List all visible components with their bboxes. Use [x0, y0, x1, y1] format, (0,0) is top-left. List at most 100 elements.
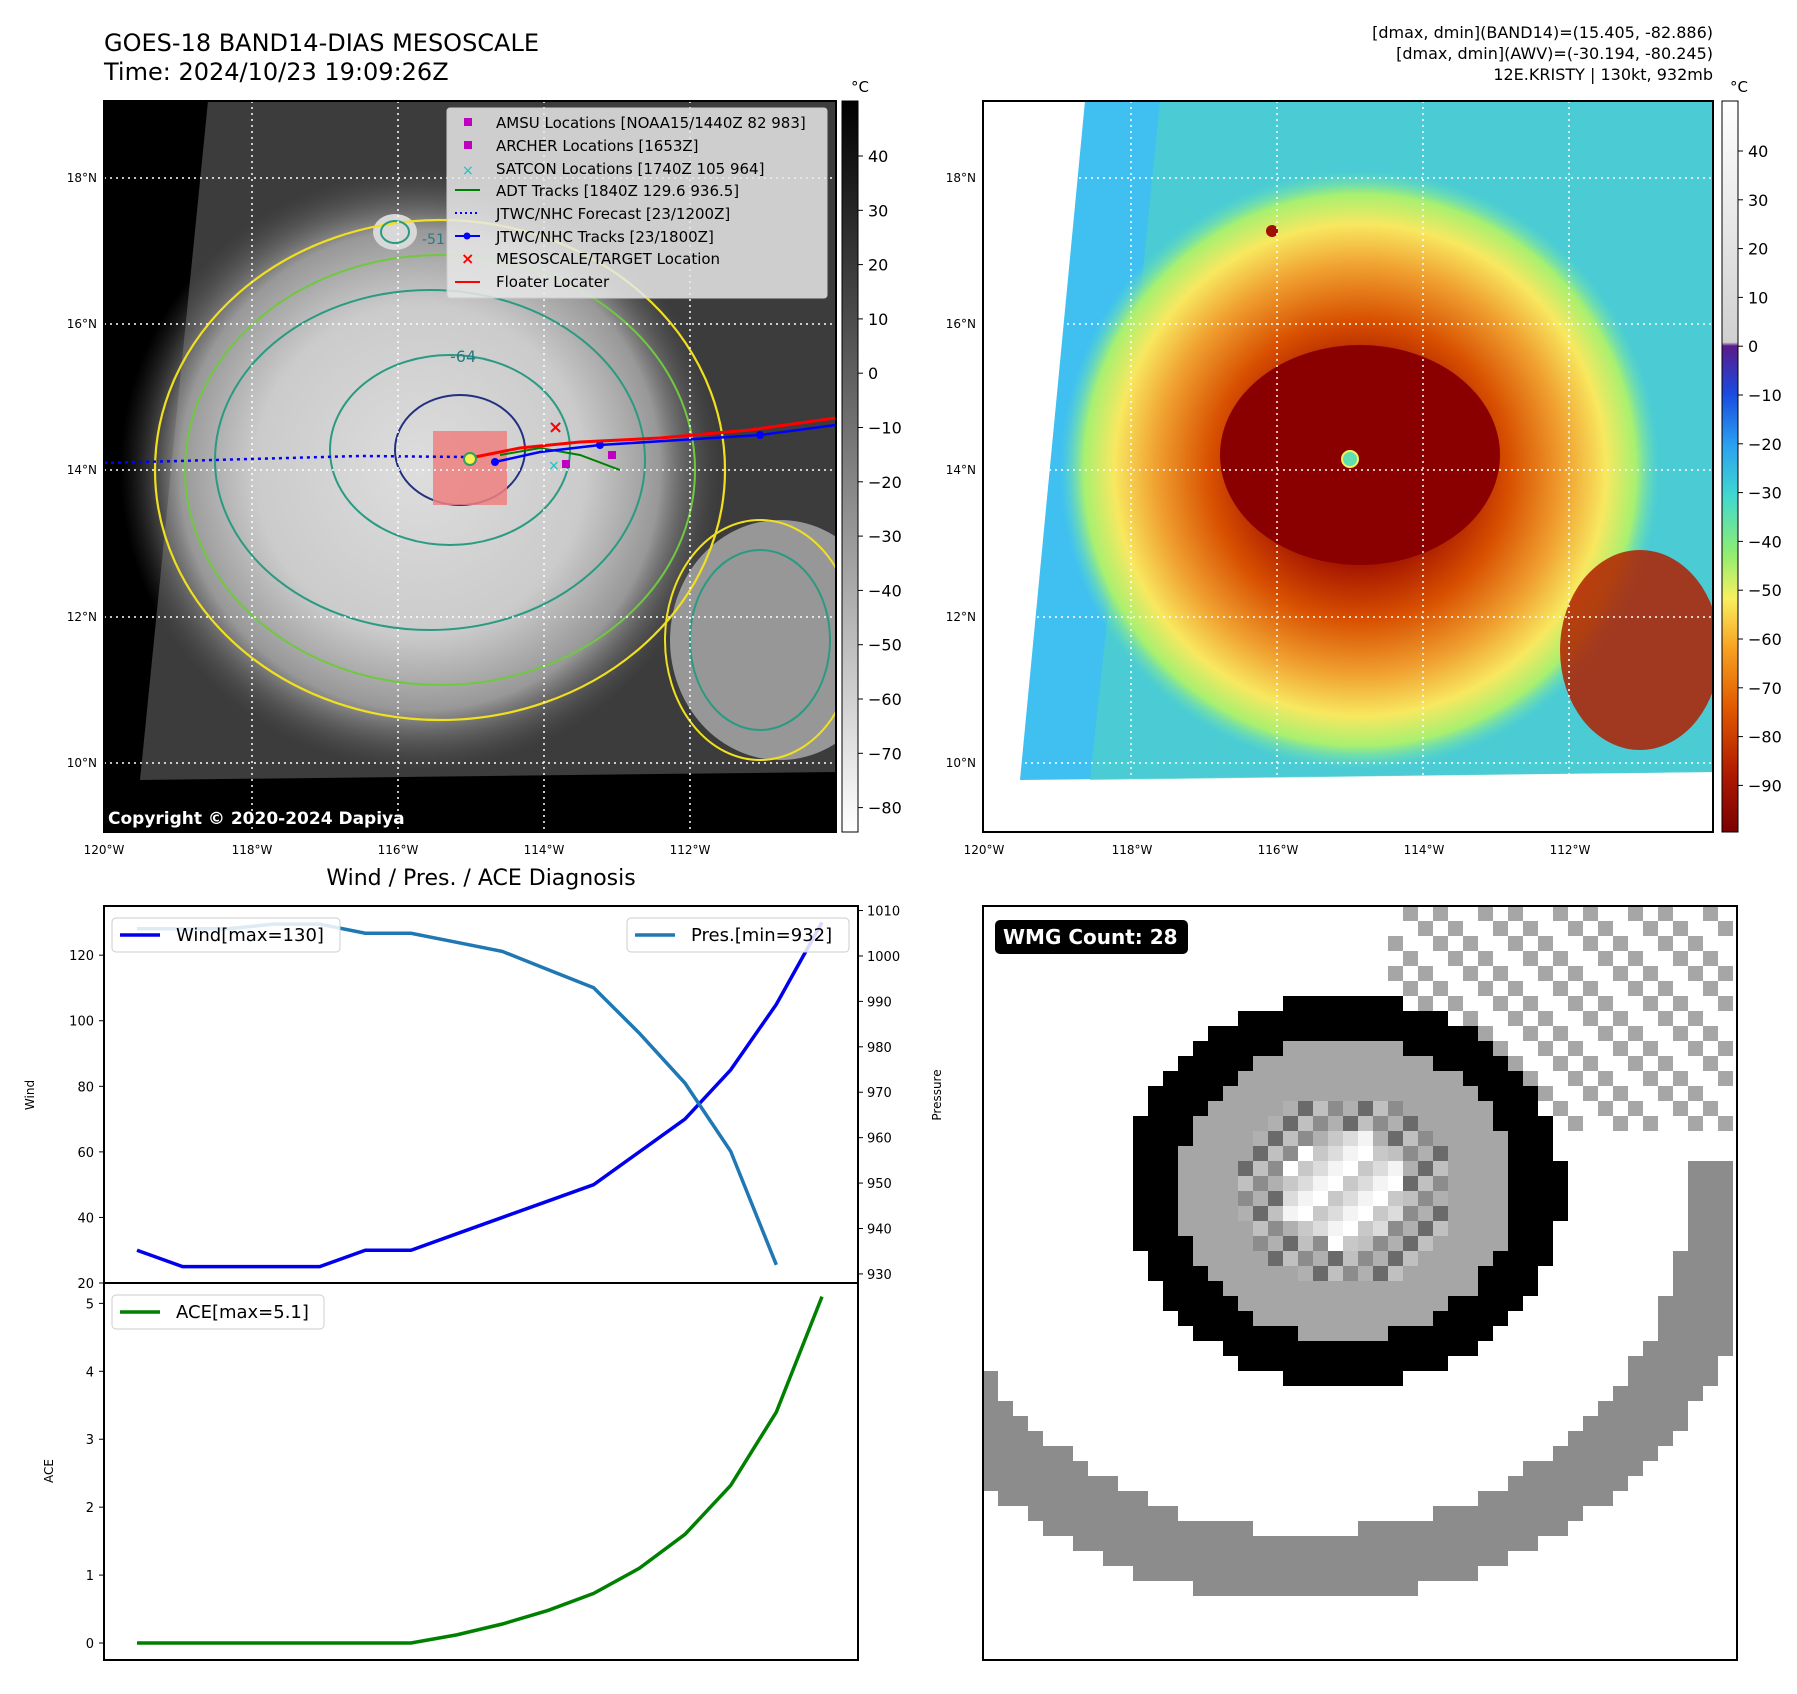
wmg-cell [1178, 1056, 1193, 1071]
awv-lon-label: 120°W [964, 843, 1005, 857]
wmg-cell [1598, 1446, 1613, 1461]
wmg-cell [1223, 1326, 1238, 1341]
wmg-cell [1553, 1206, 1568, 1221]
awv-colorbar-tick-label: −20 [1748, 435, 1782, 454]
wmg-frame [982, 905, 1738, 1661]
wmg-cell [1493, 921, 1508, 936]
wmg-cell [1313, 1131, 1328, 1146]
wmg-cell [1508, 1491, 1523, 1506]
ir-colorbar-tick-label: −30 [868, 527, 902, 546]
wmg-cell [1628, 1056, 1643, 1071]
wmg-cell [1373, 996, 1388, 1011]
wmg-cell [1148, 1251, 1163, 1266]
wmg-cell [1418, 1251, 1433, 1266]
wmg-cell [1193, 1521, 1208, 1536]
wmg-cell [1313, 1551, 1328, 1566]
wmg-cell [1283, 1011, 1298, 1026]
wmg-cell [1283, 1296, 1298, 1311]
wmg-cell [1478, 1296, 1493, 1311]
ir-lon-label: 114°W [524, 843, 565, 857]
wmg-cell [1373, 1566, 1388, 1581]
wmg-cell [1688, 966, 1703, 981]
wmg-cell [1253, 1581, 1268, 1596]
wmg-cell [1388, 1071, 1403, 1086]
wmg-cell [1388, 1146, 1403, 1161]
wmg-cell [1493, 1221, 1508, 1236]
legend-satcon-marker: × [462, 163, 474, 179]
wmg-cell [1478, 1176, 1493, 1191]
wmg-cell [1268, 1086, 1283, 1101]
figure-time: Time: 2024/10/23 19:09:26Z [103, 58, 449, 86]
wmg-cell [1268, 1146, 1283, 1161]
wmg-cell [1313, 1371, 1328, 1386]
wmg-cell [983, 1401, 998, 1416]
wmg-cell [1118, 1536, 1133, 1551]
awv-lat-label: 18°N [946, 171, 976, 185]
wmg-cell [1163, 1206, 1178, 1221]
wmg-cell [1493, 1206, 1508, 1221]
wmg-cell [1268, 1281, 1283, 1296]
wmg-cell [1658, 981, 1673, 996]
ir-lat-label: 14°N [67, 463, 97, 477]
wmg-cell [1628, 1101, 1643, 1116]
wmg-cell [1703, 1326, 1718, 1341]
wmg-cell [1178, 1521, 1193, 1536]
wmg-cell [1343, 1011, 1358, 1026]
wmg-cell [1283, 1566, 1298, 1581]
legend-floater: Floater Locater [496, 273, 610, 291]
wmg-cell [1463, 1566, 1478, 1581]
wmg-cell [1178, 1536, 1193, 1551]
wmg-cell [1358, 1011, 1373, 1026]
wmg-cell [1613, 1401, 1628, 1416]
wind-legend-label: Wind[max=130] [176, 925, 324, 946]
wmg-cell [1718, 1161, 1733, 1176]
wmg-cell [1148, 1146, 1163, 1161]
wmg-cell [1613, 1041, 1628, 1056]
wmg-cell [1283, 1131, 1298, 1146]
wmg-cell [1523, 1221, 1538, 1236]
wmg-cell [1418, 1236, 1433, 1251]
wmg-cell [1448, 1326, 1463, 1341]
wmg-cell [1418, 1011, 1433, 1026]
ir-cloud-mass [120, 170, 720, 770]
wmg-cell [1193, 1566, 1208, 1581]
wmg-cell [1658, 1086, 1673, 1101]
wmg-cell [1148, 1221, 1163, 1236]
ir-lon-label: 118°W [232, 843, 273, 857]
wmg-cell [1373, 1131, 1388, 1146]
wmg-cell [1388, 1251, 1403, 1266]
wmg-cell [1253, 1311, 1268, 1326]
wmg-cell [1403, 1341, 1418, 1356]
wmg-cell [983, 1371, 998, 1386]
awv-colorbar-gradient [1721, 100, 1739, 833]
wmg-cell [1253, 1011, 1268, 1026]
wmg-cell [1163, 1191, 1178, 1206]
wmg-cell [1208, 1131, 1223, 1146]
wmg-cell [1283, 1191, 1298, 1206]
wmg-cell [1433, 1281, 1448, 1296]
band14-range: [dmax, dmin](BAND14)=(15.405, -82.886) [1372, 23, 1713, 42]
wmg-cell [1118, 1506, 1133, 1521]
wmg-cell [1493, 1161, 1508, 1176]
wmg-cell [1253, 1131, 1268, 1146]
wmg-cell [1433, 1116, 1448, 1131]
wmg-cell [1298, 1011, 1313, 1026]
wmg-cell [1463, 1176, 1478, 1191]
wmg-cell [1523, 996, 1538, 1011]
wmg-cell [1148, 1566, 1163, 1581]
wmg-cell [1298, 1566, 1313, 1581]
wmg-cell [1238, 1536, 1253, 1551]
wmg-cell [1688, 1191, 1703, 1206]
wmg-cell [1268, 1251, 1283, 1266]
wmg-cell [1028, 1476, 1043, 1491]
wmg-cell [1433, 1266, 1448, 1281]
ir-colorbar-tick-label: 20 [868, 256, 888, 275]
wmg-cell [1163, 1176, 1178, 1191]
wmg-cell [998, 1431, 1013, 1446]
wmg-cell [1418, 1341, 1433, 1356]
wmg-cell [1388, 1101, 1403, 1116]
wmg-cell [1283, 1236, 1298, 1251]
wmg-cell [1538, 1161, 1553, 1176]
wmg-cell [1448, 1026, 1463, 1041]
